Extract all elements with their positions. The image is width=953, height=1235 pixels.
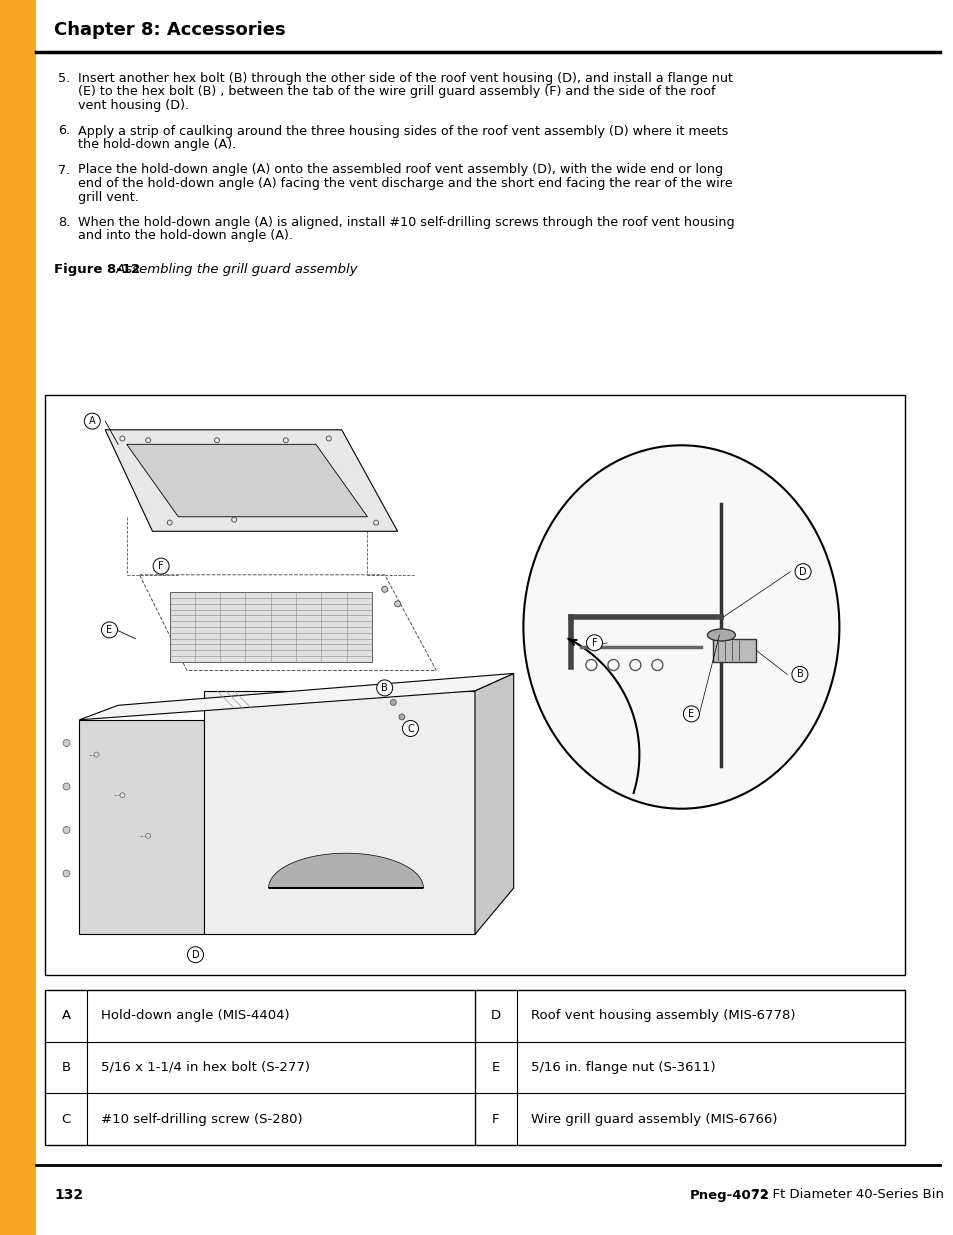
Text: D: D [799,567,806,577]
Bar [0,0,36,1235]
Text: 7.: 7. [58,163,71,177]
Text: A: A [89,416,95,426]
Text: E: E [688,709,694,719]
Text: Figure 8-12: Figure 8-12 [54,263,140,275]
Text: A: A [61,1009,71,1023]
Text: 5/16 x 1-1/4 in hex bolt (S-277): 5/16 x 1-1/4 in hex bolt (S-277) [101,1061,310,1074]
Text: end of the hold-down angle (A) facing the vent discharge and the short end facin: end of the hold-down angle (A) facing th… [78,177,732,190]
Circle shape [152,558,169,574]
Polygon shape [204,690,475,935]
Text: F: F [492,1113,499,1125]
Circle shape [390,699,395,705]
Polygon shape [269,853,423,888]
Text: Wire grill guard assembly (MIS-6766): Wire grill guard assembly (MIS-6766) [531,1113,777,1125]
Text: F: F [591,637,597,648]
Polygon shape [127,445,367,516]
Text: F: F [158,561,164,571]
Text: C: C [407,724,414,734]
Text: and into the hold-down angle (A).: and into the hold-down angle (A). [78,230,293,242]
Ellipse shape [523,446,839,809]
Text: Insert another hex bolt (B) through the other side of the roof vent housing (D),: Insert another hex bolt (B) through the … [78,72,732,85]
Text: Hold-down angle (MIS-4404): Hold-down angle (MIS-4404) [101,1009,290,1023]
Text: the hold-down angle (A).: the hold-down angle (A). [78,138,236,151]
Polygon shape [475,673,513,935]
Text: D: D [491,1009,500,1023]
Polygon shape [79,673,513,720]
Text: Roof vent housing assembly (MIS-6778): Roof vent housing assembly (MIS-6778) [531,1009,795,1023]
Text: 72 Ft Diameter 40-Series Bin: 72 Ft Diameter 40-Series Bin [746,1188,943,1202]
Circle shape [395,600,400,606]
Polygon shape [105,430,397,531]
Polygon shape [79,720,204,935]
Circle shape [791,667,807,683]
Text: 5/16 in. flange nut (S-3611): 5/16 in. flange nut (S-3611) [531,1061,715,1074]
Text: (E) to the hex bolt (B) , between the tab of the wire grill guard assembly (F) a: (E) to the hex bolt (B) , between the ta… [78,85,715,99]
Text: Pneg-4072: Pneg-4072 [689,1188,769,1202]
Text: E: E [492,1061,499,1074]
Text: C: C [61,1113,71,1125]
Circle shape [63,869,70,877]
Text: grill vent.: grill vent. [78,190,139,204]
Text: 132: 132 [54,1188,83,1202]
Text: 6.: 6. [58,125,71,137]
Text: Chapter 8: Accessories: Chapter 8: Accessories [54,21,285,40]
Bar [45,990,904,1145]
Circle shape [63,740,70,746]
Text: 8.: 8. [58,216,71,228]
Circle shape [586,635,602,651]
Text: 5.: 5. [58,72,71,85]
Text: B: B [381,683,388,693]
Bar [45,395,904,974]
Circle shape [398,714,404,720]
Circle shape [63,826,70,834]
Bar [713,638,756,662]
Text: B: B [61,1061,71,1074]
Circle shape [381,587,387,593]
Text: #10 self-drilling screw (S-280): #10 self-drilling screw (S-280) [101,1113,302,1125]
Ellipse shape [707,629,735,641]
Circle shape [63,783,70,790]
Circle shape [402,720,418,736]
Circle shape [84,412,100,429]
Text: vent housing (D).: vent housing (D). [78,99,189,112]
Circle shape [188,947,203,963]
Circle shape [376,680,393,695]
Text: Place the hold-down angle (A) onto the assembled roof vent assembly (D), with th: Place the hold-down angle (A) onto the a… [78,163,722,177]
Text: E: E [107,625,112,635]
Bar [170,593,372,662]
Circle shape [794,563,810,579]
Text: D: D [192,950,199,960]
Circle shape [101,622,117,638]
Text: Assembling the grill guard assembly: Assembling the grill guard assembly [112,263,357,275]
Text: Apply a strip of caulking around the three housing sides of the roof vent assemb: Apply a strip of caulking around the thr… [78,125,727,137]
Text: When the hold-down angle (A) is aligned, install #10 self-drilling screws throug: When the hold-down angle (A) is aligned,… [78,216,734,228]
Circle shape [682,706,699,722]
Text: B: B [796,669,802,679]
